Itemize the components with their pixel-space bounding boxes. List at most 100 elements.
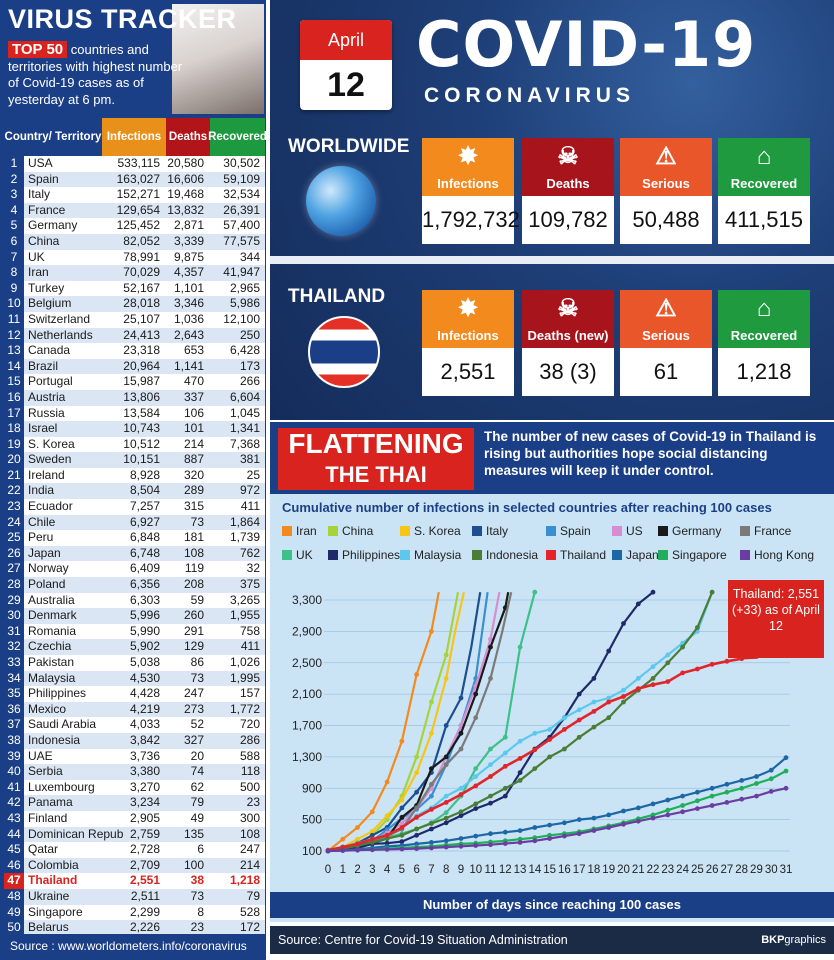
card-label: Serious (642, 328, 690, 343)
table-row: 6 China 82,052 3,339 77,575 (4, 233, 265, 250)
row-infections: 125,452 (116, 218, 160, 233)
table-row: 23 Ecuador 7,257 315 411 (4, 499, 265, 515)
row-deaths: 52 (190, 717, 204, 732)
x-tick-label: 13 (514, 864, 527, 876)
data-point (399, 825, 405, 830)
row-recovered: 1,341 (229, 421, 260, 436)
row-country: Indonesia (28, 732, 81, 747)
row-country: France (28, 202, 66, 217)
row-rank: 23 (4, 499, 24, 515)
row-recovered: 1,995 (229, 670, 260, 685)
data-point (547, 836, 552, 841)
row-deaths: 470 (183, 374, 204, 389)
data-point (695, 806, 700, 811)
data-point (532, 589, 538, 595)
row-deaths: 74 (190, 764, 204, 779)
data-point (414, 770, 419, 775)
legend-item: Italy (472, 524, 508, 538)
data-point (650, 682, 656, 688)
chart-title: Cumulative number of infections in selec… (282, 500, 772, 515)
data-point (591, 676, 597, 681)
row-country: Poland (28, 577, 66, 592)
data-point (488, 793, 493, 799)
data-point (635, 686, 641, 691)
y-tick-label: 2,100 (292, 687, 322, 701)
row-recovered: 1,045 (229, 405, 260, 420)
credit: BKPgraphics (761, 926, 826, 954)
x-tick-label: 5 (399, 864, 405, 876)
data-point (488, 746, 493, 752)
card-header: ✸ Infections (422, 290, 514, 348)
data-point (443, 820, 449, 826)
data-point (650, 801, 656, 807)
row-rank: 16 (4, 389, 24, 406)
row-infections: 2,226 (129, 920, 160, 935)
data-point (650, 664, 656, 670)
data-point (665, 660, 671, 666)
row-deaths: 19,468 (167, 187, 204, 202)
data-point (591, 828, 597, 833)
table-row: 3 Italy 152,271 19,468 32,534 (4, 187, 265, 203)
right-panel: April 12 COVID-19 CORONAVIRUS WORLDWIDE … (270, 0, 834, 960)
data-point (340, 848, 346, 853)
row-rank: 27 (4, 561, 24, 578)
row-infections: 23,318 (123, 343, 160, 358)
data-point (562, 833, 567, 839)
row-infections: 152,271 (116, 187, 160, 202)
row-deaths: 135 (183, 826, 204, 841)
row-recovered: 411 (240, 639, 260, 654)
row-infections: 2,299 (129, 904, 160, 919)
legend-swatch (282, 526, 292, 536)
data-point (768, 776, 774, 782)
legend-swatch (546, 526, 556, 536)
row-rank: 15 (4, 374, 24, 390)
x-tick-label: 22 (647, 864, 660, 876)
x-tick-label: 0 (325, 864, 331, 876)
row-infections: 2,905 (129, 810, 160, 825)
data-point (547, 727, 552, 732)
table-row: 24 Chile 6,927 73 1,864 (4, 514, 265, 531)
table-row: 35 Philippines 4,428 247 157 (4, 686, 265, 702)
row-rank: 48 (4, 888, 24, 905)
row-rank: 38 (4, 732, 24, 749)
row-country: USA (28, 156, 53, 170)
data-point (635, 676, 641, 681)
tracker-subtitle: TOP 50 countries and territories with hi… (8, 41, 188, 108)
card-label: Infections (437, 176, 499, 191)
series-japan (325, 755, 789, 854)
row-infections: 52,167 (123, 280, 160, 295)
row-rank: 41 (4, 779, 24, 796)
data-point (754, 781, 759, 786)
data-point (591, 724, 597, 730)
x-tick-label: 3 (369, 864, 375, 876)
row-recovered: 720 (239, 717, 260, 732)
data-point (355, 836, 360, 842)
line-chart: 100 500 900 1,300 1,700 2,100 2,500 2,900 3,300 0… (292, 589, 793, 876)
x-tick-label: 31 (780, 864, 793, 876)
series-philippines (325, 589, 656, 854)
row-recovered: 1,218 (229, 873, 260, 888)
y-tick-label: 2,900 (292, 624, 322, 638)
data-point (606, 648, 612, 654)
data-point (502, 785, 508, 791)
row-deaths: 3,339 (173, 233, 204, 248)
data-point (369, 809, 375, 815)
row-country: Belarus (28, 920, 69, 935)
data-point (621, 699, 626, 705)
table-row: 32 Czechia 5,902 129 411 (4, 639, 265, 655)
row-rank: 2 (4, 171, 24, 188)
row-recovered: 30,502 (223, 156, 260, 170)
data-point (399, 797, 405, 803)
table-row: 50 Belarus 2,226 23 172 (4, 920, 265, 936)
legend-swatch (658, 526, 668, 536)
card-label: Recovered (730, 176, 798, 191)
data-point (665, 812, 671, 818)
table-row: 19 S. Korea 10,512 214 7,368 (4, 436, 265, 453)
row-deaths: 9,875 (173, 249, 204, 264)
data-point (680, 644, 685, 650)
row-country: Ukraine (28, 888, 70, 903)
data-point (458, 792, 464, 797)
row-recovered: 7,368 (229, 436, 260, 451)
row-country: India (28, 483, 55, 498)
row-country: Malaysia (28, 670, 76, 685)
